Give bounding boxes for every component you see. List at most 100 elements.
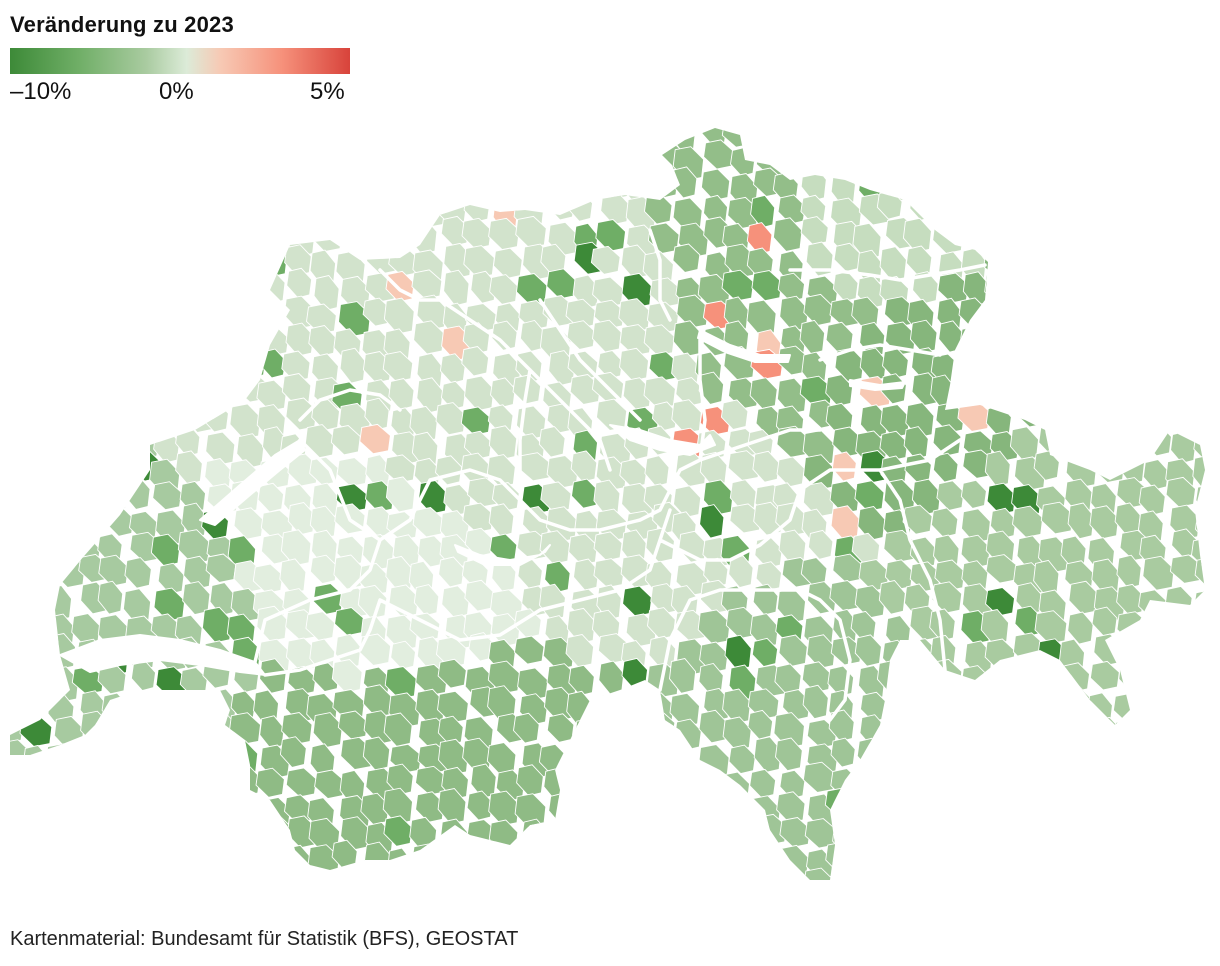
municipality-area xyxy=(26,379,60,414)
municipality-area xyxy=(721,128,754,148)
municipality-area xyxy=(150,275,180,312)
municipality-area xyxy=(285,322,314,357)
municipality-area xyxy=(384,454,416,484)
municipality-area xyxy=(1113,191,1144,222)
municipality-area xyxy=(20,536,47,568)
municipality-area xyxy=(304,424,335,459)
municipality-area xyxy=(130,251,161,286)
municipality-area xyxy=(1165,476,1196,508)
municipality-area xyxy=(1116,583,1145,616)
municipality-area xyxy=(338,168,371,203)
municipality-area xyxy=(256,379,287,412)
municipality-area xyxy=(772,142,803,173)
municipality-area xyxy=(156,222,189,252)
municipality-area xyxy=(546,873,579,880)
municipality-area xyxy=(235,346,266,379)
municipality-area xyxy=(1144,762,1175,792)
municipality-area xyxy=(413,584,440,617)
municipality-area xyxy=(1091,558,1120,595)
municipality-area xyxy=(851,867,884,880)
municipality-area xyxy=(75,401,101,436)
municipality-area xyxy=(825,321,854,354)
municipality-area xyxy=(722,846,751,877)
municipality-area xyxy=(463,430,492,460)
municipality-area xyxy=(566,607,596,644)
municipality-area xyxy=(1162,718,1194,754)
municipality-area xyxy=(71,737,99,769)
municipality-area xyxy=(1119,822,1145,856)
municipality-area xyxy=(932,221,964,254)
municipality-area xyxy=(1084,128,1111,143)
municipality-area xyxy=(749,613,779,649)
municipality-area xyxy=(960,195,986,228)
municipality-area xyxy=(807,581,837,615)
municipality-area xyxy=(1119,849,1151,880)
municipality-area xyxy=(728,816,760,852)
municipality-area xyxy=(986,170,1013,207)
municipality-area xyxy=(411,431,439,469)
municipality-area xyxy=(1169,795,1196,829)
municipality-area xyxy=(959,128,988,155)
municipality-area xyxy=(24,611,57,642)
municipality-area xyxy=(1059,327,1092,362)
municipality-area xyxy=(751,270,783,302)
municipality-area xyxy=(411,269,443,300)
municipality-area xyxy=(546,268,577,300)
municipality-area xyxy=(519,147,549,181)
municipality-area xyxy=(856,737,883,770)
municipality-area xyxy=(10,483,25,515)
municipality-area xyxy=(438,556,465,588)
municipality-area xyxy=(259,147,292,178)
municipality-area xyxy=(330,425,361,456)
municipality-area xyxy=(1196,401,1205,433)
municipality-area xyxy=(595,219,626,252)
municipality-area xyxy=(1008,128,1038,148)
municipality-area xyxy=(206,816,235,853)
municipality-area xyxy=(390,640,416,670)
municipality-area xyxy=(989,507,1017,540)
municipality-area xyxy=(74,456,101,493)
municipality-area xyxy=(1089,813,1118,843)
municipality-area xyxy=(1009,170,1039,204)
municipality-area xyxy=(488,217,520,251)
municipality-area xyxy=(1113,146,1145,181)
municipality-area xyxy=(285,767,317,798)
municipality-area xyxy=(1088,322,1117,353)
municipality-area xyxy=(151,169,182,204)
municipality-area xyxy=(1191,844,1205,878)
municipality-area xyxy=(287,502,316,536)
municipality-area xyxy=(1112,741,1140,776)
municipality-area xyxy=(961,560,989,593)
municipality-area xyxy=(308,165,339,200)
municipality-area xyxy=(904,843,931,880)
municipality-area xyxy=(1167,771,1195,807)
municipality-area xyxy=(960,479,987,509)
municipality-area xyxy=(516,764,544,797)
municipality-area xyxy=(909,319,938,354)
municipality-area xyxy=(960,691,988,727)
municipality-area xyxy=(854,480,885,512)
municipality-area xyxy=(359,874,390,880)
municipality-area xyxy=(779,817,811,848)
municipality-area xyxy=(1061,685,1092,721)
municipality-area xyxy=(179,193,211,229)
municipality-area xyxy=(48,328,76,364)
municipality-area xyxy=(957,375,989,405)
municipality-area xyxy=(1118,763,1150,793)
municipality-area xyxy=(122,875,151,880)
municipality-area xyxy=(989,822,1020,853)
municipality-area xyxy=(1012,840,1044,875)
municipality-area xyxy=(700,168,731,201)
municipality-area xyxy=(597,350,623,380)
municipality-area xyxy=(104,248,135,280)
municipality-area xyxy=(231,128,259,153)
municipality-area xyxy=(775,128,807,151)
municipality-area xyxy=(177,690,205,720)
municipality-area xyxy=(312,712,343,748)
municipality-area xyxy=(20,816,48,850)
municipality-area xyxy=(1137,693,1169,728)
municipality-area xyxy=(20,452,53,482)
municipality-area xyxy=(148,321,177,355)
municipality-area xyxy=(748,871,775,880)
municipality-area xyxy=(513,712,540,744)
